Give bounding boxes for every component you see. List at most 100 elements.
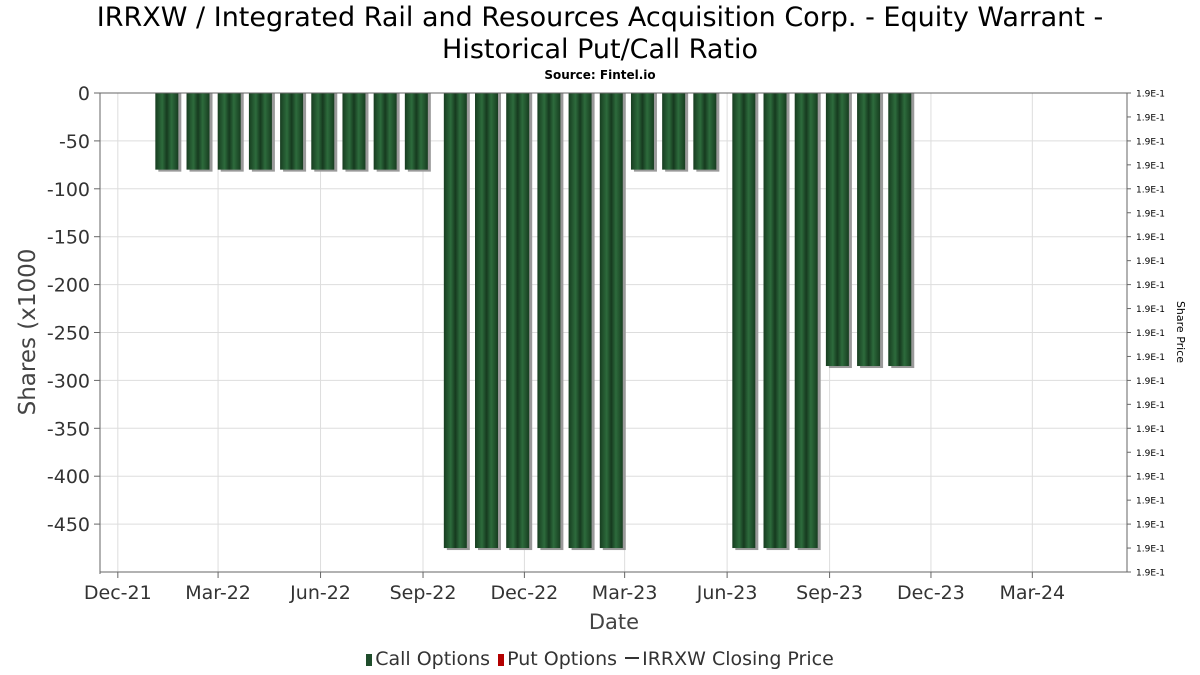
- call-option-bar: [342, 93, 366, 170]
- y2-tick-label: 1.9E-1: [1136, 449, 1165, 459]
- call-option-bar-group: [217, 93, 244, 172]
- call-option-bar: [630, 93, 654, 170]
- chart-title-line-2: Historical Put/Call Ratio: [442, 34, 758, 65]
- secondary-y-axis-ticks: 1.9E-1 1.9E-1 1.9E-1 1.9E-1 1.9E-1 1.9E-1 1.9E…: [1127, 90, 1165, 579]
- legend-label-call-options: Call Options: [375, 648, 491, 670]
- y-tick-label: 0: [78, 83, 90, 105]
- call-option-bar-group: [794, 93, 821, 551]
- call-option-bar-group: [443, 93, 470, 551]
- chart-legend: Call Options Put Options IRRXW Closing P…: [0, 648, 1200, 670]
- call-option-bar-group: [248, 93, 275, 172]
- y-tick-label: -50: [59, 131, 90, 153]
- call-option-bar: [475, 93, 499, 549]
- call-option-bar-group: [311, 93, 338, 172]
- y2-tick-label: 1.9E-1: [1136, 113, 1165, 123]
- call-option-bar: [404, 93, 428, 170]
- legend-item-put-options[interactable]: Put Options: [498, 648, 617, 670]
- y-tick-label: -250: [47, 323, 90, 345]
- call-option-bar: [732, 93, 756, 549]
- x-tick-label: Mar-23: [592, 582, 658, 604]
- y-tick-label: -300: [47, 370, 90, 392]
- y-tick-label: -400: [47, 466, 90, 488]
- call-option-bar: [794, 93, 818, 549]
- x-tick-label: Jun-22: [289, 582, 351, 604]
- chart-title-line-1: IRRXW / Integrated Rail and Resources Ac…: [96, 2, 1104, 33]
- y2-tick-label: 1.9E-1: [1136, 185, 1165, 195]
- call-option-bar-group: [857, 93, 884, 369]
- y2-tick-label: 1.9E-1: [1136, 377, 1165, 387]
- y2-tick-label: 1.9E-1: [1136, 521, 1165, 531]
- call-option-bar: [537, 93, 561, 549]
- y-axis-ticks: 0 -50 -100 -150 -200 -250 -300 -350 -400 -450: [47, 83, 100, 536]
- call-option-bar: [155, 93, 179, 170]
- call-option-bar-group: [186, 93, 213, 172]
- call-option-bar: [248, 93, 272, 170]
- call-option-bar: [443, 93, 467, 549]
- x-tick-label: Mar-24: [999, 582, 1065, 604]
- x-tick-label: Dec-23: [897, 582, 965, 604]
- call-option-bar-group: [763, 93, 790, 551]
- y2-tick-label: 1.9E-1: [1136, 137, 1165, 147]
- call-options-swatch: [366, 654, 373, 666]
- y2-tick-label: 1.9E-1: [1136, 569, 1165, 579]
- chart-subtitle: Source: Fintel.io: [544, 68, 656, 82]
- legend-item-call-options[interactable]: Call Options: [366, 648, 490, 670]
- call-option-bar: [311, 93, 335, 170]
- call-option-bar-group: [280, 93, 307, 172]
- legend-label-closing-price: IRRXW Closing Price: [642, 648, 834, 670]
- y2-tick-label: 1.9E-1: [1136, 473, 1165, 483]
- secondary-y-axis-label: Share Price: [1174, 301, 1187, 363]
- y2-tick-label: 1.9E-1: [1136, 257, 1165, 267]
- call-option-bar: [857, 93, 881, 367]
- y2-tick-label: 1.9E-1: [1136, 329, 1165, 339]
- call-option-bar-group: [373, 93, 400, 172]
- closing-price-swatch: [625, 657, 640, 659]
- put-call-chart: 0 -50 -100 -150 -200 -250 -300 -350 -400 -450 1.9…: [15, 83, 1187, 634]
- x-axis-ticks: Dec-21 Mar-22 Jun-22 Sep-22 Dec-22 Mar-23 Jun-…: [84, 572, 1065, 604]
- y2-tick-label: 1.9E-1: [1136, 209, 1165, 219]
- y2-tick-label: 1.9E-1: [1136, 545, 1165, 555]
- call-option-bar-group: [662, 93, 689, 172]
- call-option-bar: [506, 93, 530, 549]
- y2-tick-label: 1.9E-1: [1136, 161, 1165, 171]
- call-option-bar-group: [404, 93, 431, 172]
- x-tick-label: Sep-23: [796, 582, 863, 604]
- call-option-bar: [568, 93, 592, 549]
- x-axis-label: Date: [589, 610, 639, 634]
- call-option-bar-group: [568, 93, 595, 551]
- y-tick-label: -150: [47, 227, 90, 249]
- call-option-bar-group: [599, 93, 626, 551]
- y-tick-label: -200: [47, 275, 90, 297]
- call-option-bar-group: [506, 93, 533, 551]
- y-tick-label: -100: [47, 179, 90, 201]
- call-option-bar: [662, 93, 686, 170]
- legend-label-put-options: Put Options: [507, 648, 618, 670]
- x-tick-label: Sep-22: [390, 582, 457, 604]
- call-option-bar-group: [342, 93, 369, 172]
- call-option-bar: [693, 93, 717, 170]
- call-option-bar: [217, 93, 241, 170]
- call-option-bar-group: [475, 93, 502, 551]
- x-tick-label: Dec-21: [84, 582, 152, 604]
- call-option-bar-group: [888, 93, 915, 369]
- legend-item-closing-price[interactable]: IRRXW Closing Price: [625, 648, 834, 670]
- call-option-bar-group: [732, 93, 759, 551]
- y2-tick-label: 1.9E-1: [1136, 497, 1165, 507]
- put-options-swatch: [498, 654, 505, 666]
- y2-tick-label: 1.9E-1: [1136, 281, 1165, 291]
- y-tick-label: -450: [47, 514, 90, 536]
- x-tick-label: Dec-22: [490, 582, 558, 604]
- call-option-bar-group: [537, 93, 564, 551]
- y2-tick-label: 1.9E-1: [1136, 353, 1165, 363]
- call-option-bar: [599, 93, 623, 549]
- call-option-bar: [280, 93, 304, 170]
- y-axis-label: Shares (x1000: [15, 249, 41, 416]
- y2-tick-label: 1.9E-1: [1136, 305, 1165, 315]
- call-option-bar: [373, 93, 397, 170]
- call-option-bar-group: [630, 93, 657, 172]
- call-option-bar: [763, 93, 787, 549]
- bars: [155, 93, 915, 551]
- y2-tick-label: 1.9E-1: [1136, 401, 1165, 411]
- x-tick-label: Mar-22: [185, 582, 251, 604]
- y2-tick-label: 1.9E-1: [1136, 233, 1165, 243]
